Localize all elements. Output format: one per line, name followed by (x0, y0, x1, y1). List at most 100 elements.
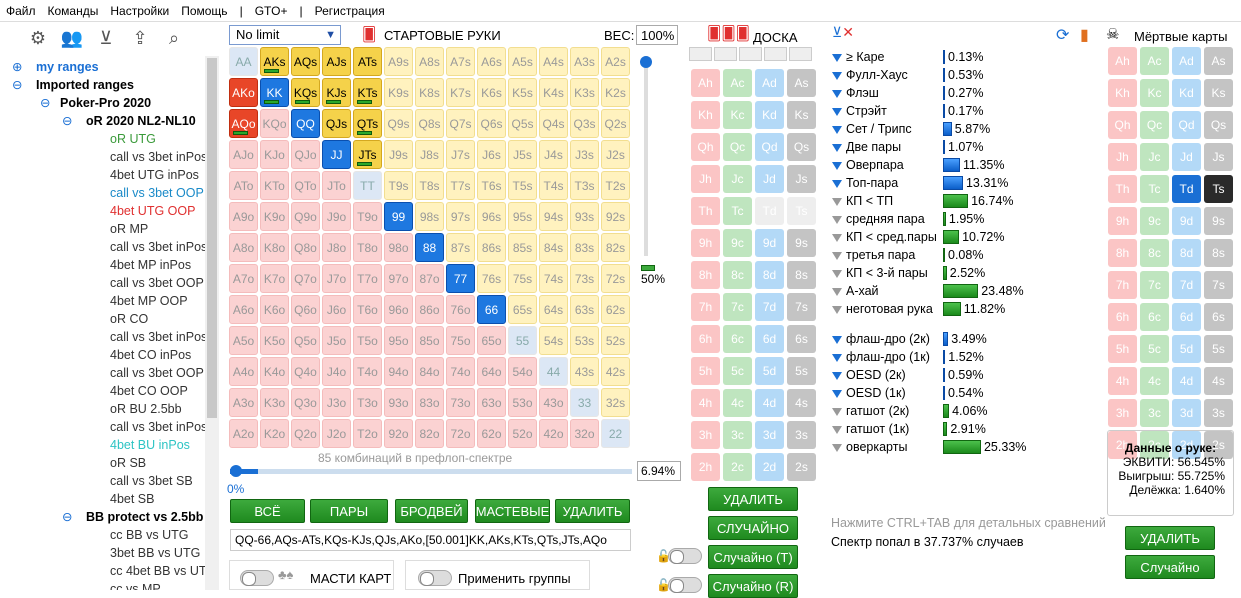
filter-icon[interactable] (832, 287, 842, 296)
card-9d[interactable]: 9d (755, 229, 784, 257)
weight-slider[interactable] (640, 56, 652, 256)
tree-node[interactable]: oR BU 2.5bb (110, 402, 182, 416)
stat-label[interactable]: средняя пара (832, 210, 925, 228)
hand-cell[interactable]: Q5o (291, 326, 320, 355)
card-8d[interactable]: 8d (755, 261, 784, 289)
hand-cell[interactable]: 33 (570, 388, 599, 417)
board-delete-button[interactable]: УДАЛИТЬ (708, 487, 798, 511)
card-9h[interactable]: 9h (1108, 207, 1137, 235)
tree-expander[interactable]: ⊕ (12, 60, 23, 74)
card-Kh[interactable]: Kh (691, 101, 720, 129)
tree-node[interactable]: call vs 3bet OOP v (110, 276, 214, 290)
card-Js[interactable]: Js (787, 165, 816, 193)
lock-icon-2[interactable]: 🔓 (656, 578, 671, 592)
stat-label[interactable]: Сет / Трипс (832, 120, 912, 138)
hand-cell[interactable]: KJs (322, 78, 351, 107)
filter-icon[interactable] (832, 89, 842, 98)
range-button[interactable]: МАСТЕВЫЕ (475, 499, 550, 523)
hand-cell[interactable]: 93s (570, 202, 599, 231)
card-Kd[interactable]: Kd (755, 101, 784, 129)
card-4c[interactable]: 4c (723, 389, 752, 417)
card-9d[interactable]: 9d (1172, 207, 1201, 235)
tree-node[interactable]: oR MP (110, 222, 149, 236)
card-7c[interactable]: 7c (1140, 271, 1169, 299)
hand-cell[interactable]: K5s (508, 78, 537, 107)
tree-node[interactable]: BB protect vs 2.5bb (86, 510, 204, 524)
hand-cell[interactable]: K6o (260, 295, 289, 324)
card-4s[interactable]: 4s (787, 389, 816, 417)
hand-cell[interactable]: T6s (477, 171, 506, 200)
hand-cell[interactable]: 54o (508, 357, 537, 386)
filter-icon[interactable] (832, 125, 842, 134)
hand-cell[interactable]: JJ (322, 140, 351, 169)
hand-cell[interactable]: 98s (415, 202, 444, 231)
card-9c[interactable]: 9c (1140, 207, 1169, 235)
tree-node[interactable]: 4bet MP OOP (110, 294, 188, 308)
hand-cell[interactable]: 83o (415, 388, 444, 417)
hand-cell[interactable]: J6s (477, 140, 506, 169)
tree-node[interactable]: my ranges (36, 60, 99, 74)
card-2c[interactable]: 2c (1140, 431, 1169, 459)
tree-node[interactable]: 4bet UTG OOP (110, 204, 196, 218)
hand-cell[interactable]: 84o (415, 357, 444, 386)
card-Qs[interactable]: Qs (787, 133, 816, 161)
hand-cell[interactable]: 95s (508, 202, 537, 231)
card-Qs[interactable]: Qs (1204, 111, 1233, 139)
card-Td[interactable]: Td (1172, 175, 1201, 203)
hand-cell[interactable]: A2s (601, 47, 630, 76)
card-Tc[interactable]: Tc (723, 197, 752, 225)
range-button[interactable]: УДАЛИТЬ (555, 499, 630, 523)
card-3h[interactable]: 3h (691, 421, 720, 449)
board-random-t-button[interactable]: Случайно (T) (708, 545, 798, 569)
hand-cell[interactable]: T4s (539, 171, 568, 200)
card-6c[interactable]: 6c (723, 325, 752, 353)
tree-node[interactable]: 4bet CO inPos (110, 348, 192, 362)
range-button[interactable]: ВСЁ (230, 499, 305, 523)
card-5s[interactable]: 5s (1204, 335, 1233, 363)
hand-cell[interactable]: A9s (384, 47, 413, 76)
card-8s[interactable]: 8s (787, 261, 816, 289)
card-Jh[interactable]: Jh (691, 165, 720, 193)
card-Qc[interactable]: Qc (723, 133, 752, 161)
hand-cell[interactable]: AJo (229, 140, 258, 169)
tree-node[interactable]: 4bet BU inPos (110, 438, 190, 452)
hand-cell[interactable]: 72s (601, 264, 630, 293)
tree-node[interactable]: cc vs MP (110, 582, 161, 590)
hand-cell[interactable]: 64o (477, 357, 506, 386)
stat-label[interactable]: ≥ Каре (832, 48, 884, 66)
hand-cell[interactable]: 63s (570, 295, 599, 324)
hand-cell[interactable]: 94s (539, 202, 568, 231)
hand-cell[interactable]: 85s (508, 233, 537, 262)
card-6h[interactable]: 6h (1108, 303, 1137, 331)
hand-cell[interactable]: Q3s (570, 109, 599, 138)
hand-cell[interactable]: T7o (353, 264, 382, 293)
card-Kd[interactable]: Kd (1172, 79, 1201, 107)
card-8d[interactable]: 8d (1172, 239, 1201, 267)
tree-node[interactable]: cc BB vs UTG (110, 528, 189, 542)
card-9h[interactable]: 9h (691, 229, 720, 257)
card-Ks[interactable]: Ks (787, 101, 816, 129)
card-Qc[interactable]: Qc (1140, 111, 1169, 139)
hand-cell[interactable]: T2o (353, 419, 382, 448)
card-Ad[interactable]: Ad (755, 69, 784, 97)
hand-cell[interactable]: A3o (229, 388, 258, 417)
hand-cell[interactable]: KJo (260, 140, 289, 169)
hand-cell[interactable]: 43o (539, 388, 568, 417)
stat-label[interactable]: Стрэйт (832, 102, 887, 120)
filter-icon[interactable] (832, 53, 842, 62)
card-7c[interactable]: 7c (723, 293, 752, 321)
hand-cell[interactable]: ATo (229, 171, 258, 200)
hand-cell[interactable]: T2s (601, 171, 630, 200)
hand-cell[interactable]: 74s (539, 264, 568, 293)
filter-icon[interactable] (832, 179, 842, 188)
hand-cell[interactable]: 44 (539, 357, 568, 386)
card-As[interactable]: As (787, 69, 816, 97)
hand-cell[interactable]: 76o (446, 295, 475, 324)
card-2s[interactable]: 2s (1204, 431, 1233, 459)
hand-cell[interactable]: A9o (229, 202, 258, 231)
hand-cell[interactable]: J5o (322, 326, 351, 355)
hand-cell[interactable]: T8o (353, 233, 382, 262)
filter-icon[interactable] (832, 443, 842, 452)
card-8c[interactable]: 8c (723, 261, 752, 289)
hand-cell[interactable]: K2o (260, 419, 289, 448)
